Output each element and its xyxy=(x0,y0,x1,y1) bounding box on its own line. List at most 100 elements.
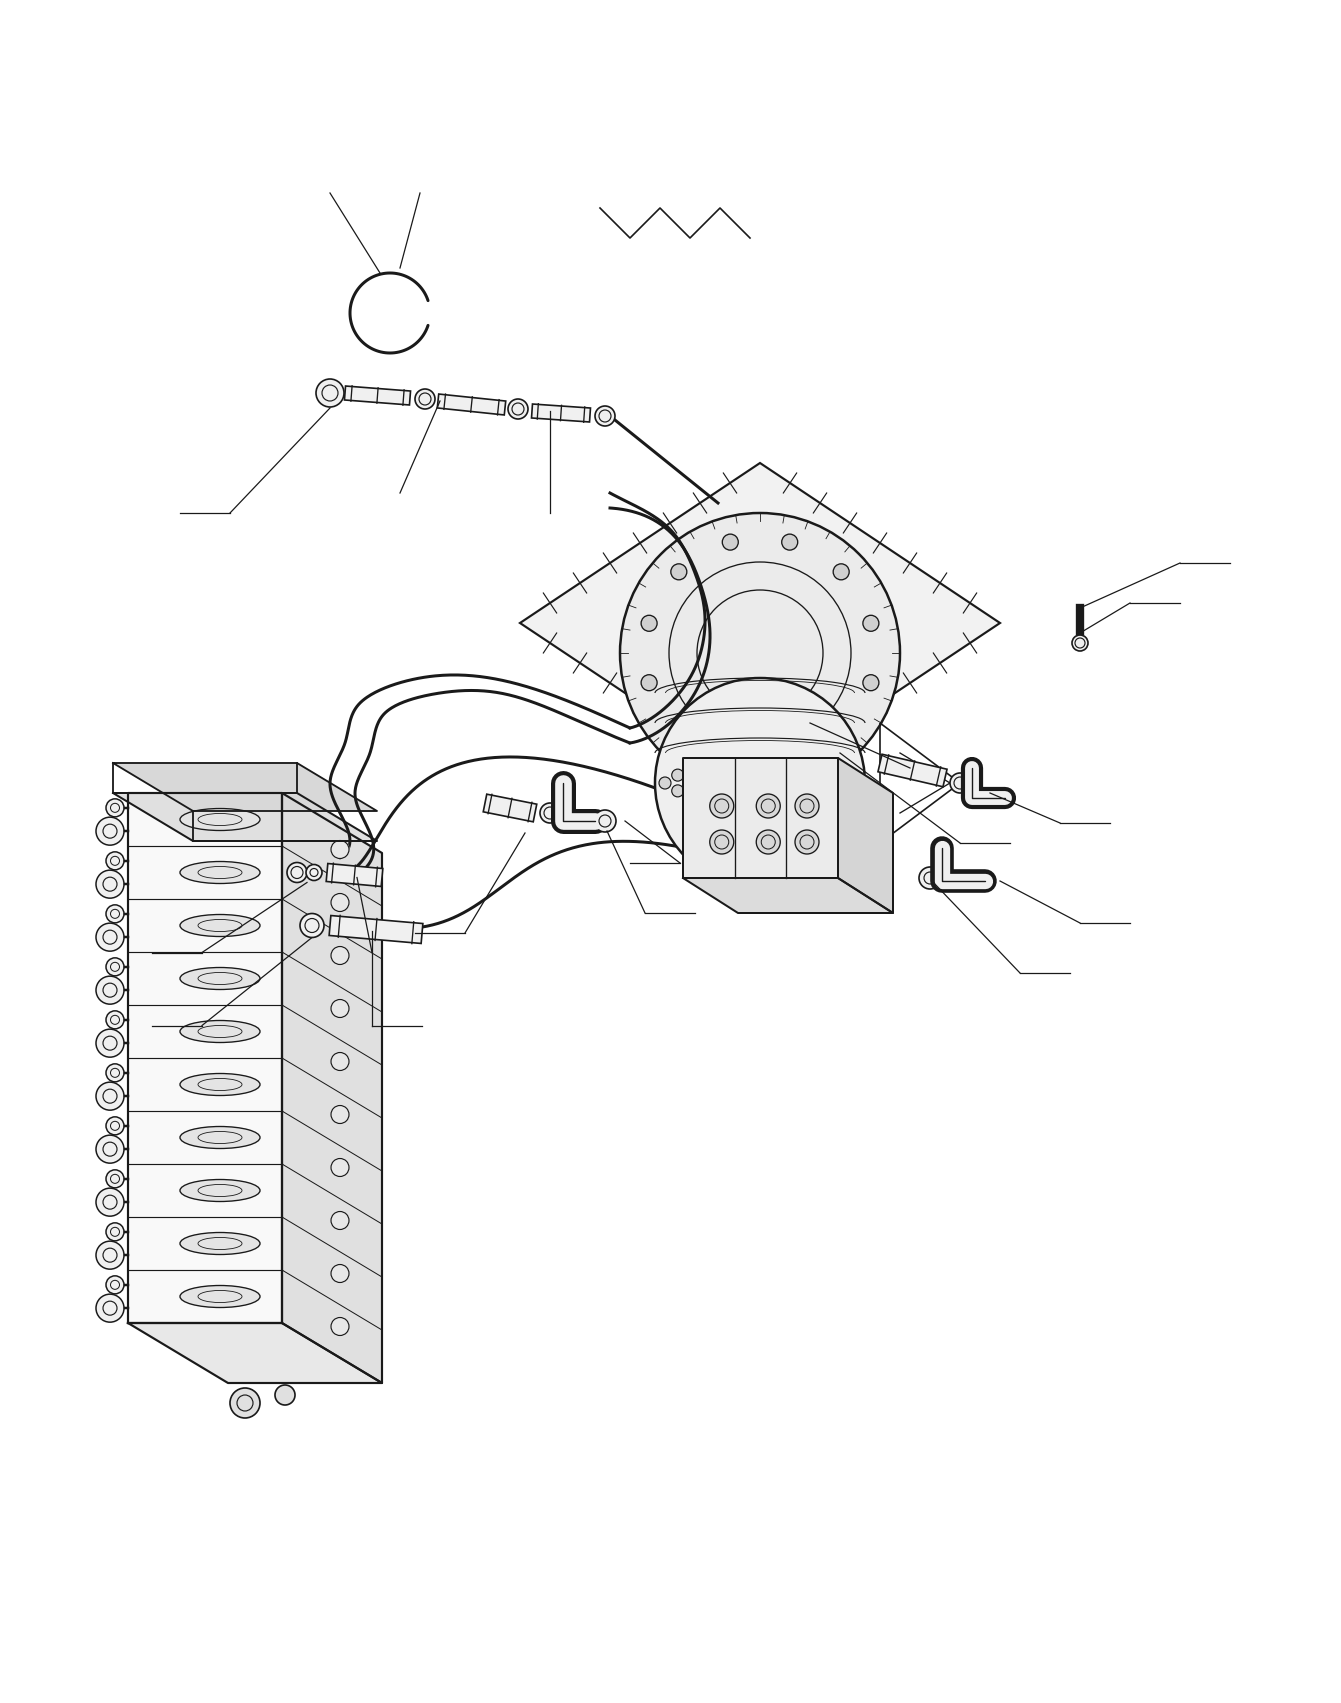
Circle shape xyxy=(754,794,766,806)
Circle shape xyxy=(106,799,123,817)
Circle shape xyxy=(106,1064,123,1081)
Circle shape xyxy=(106,1012,123,1029)
Circle shape xyxy=(331,1105,349,1124)
Circle shape xyxy=(316,380,345,407)
Circle shape xyxy=(97,1136,123,1163)
Ellipse shape xyxy=(180,1073,260,1095)
Circle shape xyxy=(595,405,616,426)
Circle shape xyxy=(97,923,123,952)
Circle shape xyxy=(331,1000,349,1017)
Circle shape xyxy=(97,1241,123,1269)
Polygon shape xyxy=(838,758,893,913)
Circle shape xyxy=(106,957,123,976)
Circle shape xyxy=(594,811,616,833)
Ellipse shape xyxy=(180,862,260,884)
Circle shape xyxy=(1071,635,1088,651)
Circle shape xyxy=(97,976,123,1005)
Circle shape xyxy=(707,763,719,775)
Circle shape xyxy=(654,678,865,887)
Circle shape xyxy=(106,1170,123,1187)
Circle shape xyxy=(782,756,798,771)
Circle shape xyxy=(106,1223,123,1241)
Circle shape xyxy=(331,1052,349,1071)
Circle shape xyxy=(331,1211,349,1230)
Polygon shape xyxy=(437,393,506,416)
Circle shape xyxy=(756,794,780,817)
Circle shape xyxy=(231,1388,260,1419)
Circle shape xyxy=(849,777,861,788)
Ellipse shape xyxy=(180,1233,260,1255)
Circle shape xyxy=(672,785,684,797)
Circle shape xyxy=(331,1265,349,1282)
Circle shape xyxy=(919,867,941,889)
Polygon shape xyxy=(282,794,382,1383)
Circle shape xyxy=(802,790,814,802)
Polygon shape xyxy=(878,754,947,787)
Circle shape xyxy=(672,770,684,782)
Circle shape xyxy=(275,1385,295,1405)
Polygon shape xyxy=(345,387,410,405)
Circle shape xyxy=(802,763,814,775)
Circle shape xyxy=(97,817,123,845)
Ellipse shape xyxy=(180,1126,260,1148)
Circle shape xyxy=(833,725,849,743)
Circle shape xyxy=(862,615,878,632)
Polygon shape xyxy=(520,463,1000,783)
Circle shape xyxy=(97,1081,123,1110)
Ellipse shape xyxy=(180,1286,260,1308)
Polygon shape xyxy=(113,763,377,811)
Circle shape xyxy=(287,862,307,882)
Ellipse shape xyxy=(180,967,260,989)
Circle shape xyxy=(97,1294,123,1322)
Circle shape xyxy=(756,829,780,853)
Circle shape xyxy=(106,1117,123,1134)
Circle shape xyxy=(331,841,349,858)
Polygon shape xyxy=(329,916,422,943)
Circle shape xyxy=(106,1276,123,1294)
Circle shape xyxy=(106,904,123,923)
Circle shape xyxy=(331,1318,349,1335)
Ellipse shape xyxy=(180,1180,260,1202)
Circle shape xyxy=(723,756,739,771)
Circle shape xyxy=(837,785,849,797)
Circle shape xyxy=(670,564,687,579)
Polygon shape xyxy=(683,758,838,879)
Polygon shape xyxy=(127,1323,382,1383)
Circle shape xyxy=(300,913,325,937)
Ellipse shape xyxy=(180,915,260,937)
Circle shape xyxy=(709,794,734,817)
Polygon shape xyxy=(113,794,377,841)
Polygon shape xyxy=(683,879,893,913)
Circle shape xyxy=(754,761,766,773)
Circle shape xyxy=(837,770,849,782)
Circle shape xyxy=(670,725,687,743)
Circle shape xyxy=(97,1029,123,1058)
Circle shape xyxy=(97,1189,123,1216)
Polygon shape xyxy=(127,794,282,1323)
Circle shape xyxy=(620,513,900,794)
Ellipse shape xyxy=(180,809,260,831)
Circle shape xyxy=(949,773,970,794)
Circle shape xyxy=(723,535,739,550)
Circle shape xyxy=(641,615,657,632)
Circle shape xyxy=(97,870,123,897)
Circle shape xyxy=(709,829,734,853)
Circle shape xyxy=(331,1158,349,1177)
Circle shape xyxy=(795,829,819,853)
Circle shape xyxy=(508,399,528,419)
Circle shape xyxy=(106,852,123,870)
Circle shape xyxy=(658,777,670,788)
Circle shape xyxy=(782,535,798,550)
Circle shape xyxy=(414,388,434,409)
Polygon shape xyxy=(483,794,536,823)
Circle shape xyxy=(862,674,878,691)
Ellipse shape xyxy=(180,1020,260,1042)
Circle shape xyxy=(795,794,819,817)
Circle shape xyxy=(306,865,322,880)
Circle shape xyxy=(707,790,719,802)
Circle shape xyxy=(331,894,349,911)
Circle shape xyxy=(331,947,349,964)
Polygon shape xyxy=(326,863,382,887)
Polygon shape xyxy=(531,404,590,422)
Circle shape xyxy=(540,804,561,823)
